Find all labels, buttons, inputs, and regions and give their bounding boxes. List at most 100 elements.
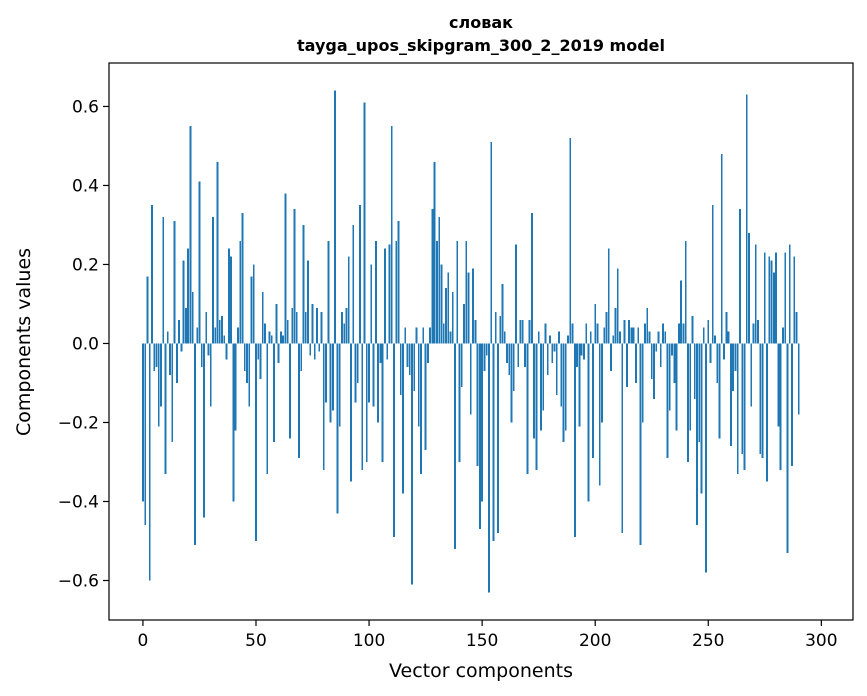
bar-72 (304, 311, 307, 344)
bar-0 (142, 343, 144, 502)
bar-77 (316, 307, 318, 344)
bar-271 (754, 244, 757, 344)
bar-69 (298, 343, 300, 459)
bar-212 (621, 343, 624, 534)
bar-256 (720, 153, 723, 344)
bar-1 (144, 343, 147, 526)
bar-55 (266, 343, 269, 474)
bar-46 (246, 343, 248, 383)
bar-145 (469, 343, 472, 415)
bar-18 (182, 260, 185, 344)
bar-285 (786, 343, 789, 553)
bar-102 (372, 343, 375, 407)
bar-70 (300, 343, 303, 372)
bar-16 (178, 319, 181, 344)
bar-160 (503, 331, 506, 344)
bar-83 (329, 343, 332, 423)
bar-180 (549, 335, 551, 344)
bar-129 (433, 161, 436, 344)
bar-108 (386, 343, 389, 360)
bar-110 (390, 126, 393, 344)
bar-215 (628, 319, 631, 344)
bar-89 (343, 323, 346, 344)
bar-185 (560, 343, 563, 407)
bar-103 (374, 240, 377, 344)
bar-62 (282, 335, 285, 344)
bar-174 (535, 343, 538, 470)
bar-87 (338, 343, 341, 427)
bar-19 (184, 307, 187, 344)
bar-17 (180, 343, 183, 352)
bar-27 (203, 343, 205, 518)
bar-15 (175, 343, 178, 383)
bar-142 (463, 303, 465, 344)
bar-239 (682, 323, 685, 344)
bar-120 (413, 343, 416, 391)
bar-199 (592, 343, 594, 459)
bar-8 (160, 343, 162, 407)
bar-74 (309, 343, 312, 356)
y-tick-label: 0.0 (72, 334, 99, 354)
bar-138 (454, 343, 456, 549)
bar-162 (508, 343, 511, 376)
bar-6 (155, 343, 158, 368)
bar-41 (234, 343, 237, 431)
bar-164 (512, 343, 515, 391)
bar-111 (393, 343, 395, 538)
bar-158 (499, 315, 502, 344)
bar-193 (578, 343, 581, 427)
bar-213 (623, 319, 626, 344)
bar-268 (748, 232, 750, 344)
x-axis-label: Vector components (389, 660, 573, 682)
bar-246 (698, 343, 701, 443)
bar-234 (671, 343, 673, 356)
bar-226 (653, 343, 655, 399)
bar-218 (635, 343, 637, 383)
bar-260 (729, 343, 732, 447)
bar-228 (657, 331, 660, 344)
bar-65 (289, 343, 291, 439)
bar-231 (664, 331, 667, 344)
y-tick-label: 0.4 (72, 176, 99, 196)
bar-57 (270, 335, 273, 344)
bar-25 (198, 181, 201, 344)
bar-258 (725, 311, 728, 344)
bar-280 (775, 252, 778, 344)
bar-147 (474, 319, 477, 344)
bar-21 (189, 126, 192, 344)
bar-131 (438, 217, 441, 344)
bar-29 (207, 343, 210, 356)
bar-248 (702, 327, 705, 344)
bar-255 (718, 343, 721, 439)
bar-278 (770, 260, 773, 344)
x-tick-label: 200 (579, 631, 611, 651)
bar-49 (252, 264, 255, 344)
bar-277 (768, 256, 771, 344)
bar-47 (248, 343, 251, 407)
bar-123 (420, 343, 422, 474)
bar-272 (757, 319, 759, 344)
bar-5 (153, 343, 156, 372)
bar-167 (519, 319, 522, 344)
bar-68 (295, 311, 298, 344)
bar-250 (707, 319, 710, 344)
bar-179 (546, 343, 549, 376)
bar-156 (494, 311, 497, 344)
bars-group (142, 90, 800, 593)
bar-236 (675, 343, 678, 431)
bar-171 (528, 319, 531, 344)
bar-170 (526, 343, 529, 474)
bar-205 (605, 311, 608, 344)
bar-137 (451, 292, 454, 344)
bar-222 (644, 323, 646, 344)
bar-163 (510, 343, 513, 423)
bar-252 (711, 205, 714, 344)
bar-276 (766, 343, 768, 482)
bar-183 (555, 343, 558, 395)
bar-282 (779, 343, 782, 470)
bar-88 (341, 311, 343, 344)
bar-204 (603, 327, 606, 344)
y-tick-label: −0.2 (58, 413, 99, 433)
bar-219 (637, 327, 640, 344)
bar-31 (212, 217, 214, 344)
